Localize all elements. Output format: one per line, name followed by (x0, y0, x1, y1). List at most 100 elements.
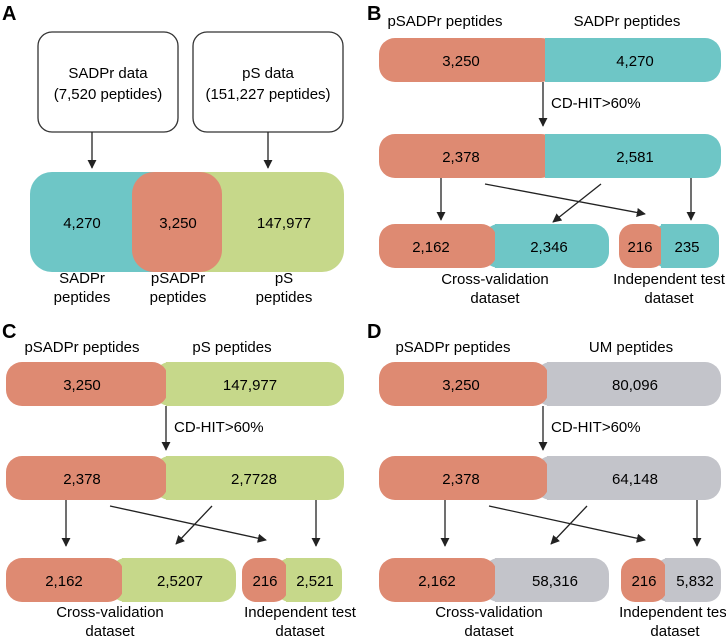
panel-c-test-right-count: 2,521 (296, 573, 334, 590)
panel-b-test-right-count: 235 (674, 239, 699, 256)
panel-c-top-right-count: 147,977 (223, 377, 277, 394)
ps-peptides-label-1: pS (275, 270, 293, 287)
panel-d-cv-right-count: 58,316 (532, 573, 578, 590)
panel-d-cv-label-1: Cross-validation (435, 604, 543, 621)
venn-sadpr-count: 4,270 (63, 215, 101, 232)
panel-c-top-right-bar (154, 362, 344, 406)
panel-b-arrow-right-to-cv (552, 183, 602, 223)
panel-b-mid-right-bar (545, 134, 721, 178)
panel-d-letter: D (367, 321, 381, 343)
panel-b-cv-label-2: dataset (470, 290, 520, 307)
panel-c-cv-left-count: 2,162 (45, 573, 83, 590)
panel-c-test-label-2: dataset (275, 623, 325, 639)
panel-c-mid-left-bar (6, 456, 168, 500)
panel-d-top-left-bar (379, 362, 549, 406)
panel-a: A SADPr data (7,520 peptides) pS data (1… (2, 3, 344, 306)
panel-b-cv-right-count: 2,346 (530, 239, 568, 256)
panel-c-mid-right-count: 2,7728 (231, 471, 277, 488)
panel-d-top-right-bar (535, 362, 721, 406)
panel-c-test-left-count: 216 (252, 573, 277, 590)
panel-b-mid-divider (545, 134, 585, 178)
panel-b-cv-divider (495, 224, 525, 268)
panel-b-mid-left-bar (379, 134, 557, 178)
panel-b-test-label-2: dataset (644, 290, 694, 307)
panel-b-filter-label: CD-HIT>60% (551, 95, 641, 112)
panel-d-right-header: UM peptides (589, 339, 673, 356)
sadpr-peptides-label-2: peptides (54, 289, 111, 306)
panel-b-cv-left-count: 2,162 (412, 239, 450, 256)
panel-c-cv-label-2: dataset (85, 623, 135, 639)
panel-b-top-right-bar (545, 38, 721, 82)
panel-d-test-label-1: Independent test (619, 604, 726, 621)
panel-a-letter: A (2, 3, 16, 25)
panel-b-mid-right-count: 2,581 (616, 149, 654, 166)
sadpr-data-title: SADPr data (68, 65, 148, 82)
panel-c-cv-right-count: 2,5207 (157, 573, 203, 590)
panel-d-arrow-left-to-test (488, 505, 646, 543)
panel-c-mid-divider (166, 456, 196, 500)
panel-c-top-divider (166, 362, 196, 406)
panel-d-cv-label-2: dataset (464, 623, 514, 639)
panel-c: C pSADPr peptides pS peptides 3,250 147,… (2, 321, 357, 639)
panel-d-mid-left-bar (379, 456, 549, 500)
psadpr-peptides-label-2: peptides (150, 289, 207, 306)
panel-b-test-divider (661, 224, 681, 268)
panel-d-top-divider (547, 362, 577, 406)
panel-d-mid-divider (547, 456, 577, 500)
venn-psadpr-overlap (132, 172, 222, 272)
ps-data-count: (151,227 peptides) (205, 86, 330, 103)
panel-c-mid-right-bar (154, 456, 344, 500)
panel-c-filter-label: CD-HIT>60% (174, 419, 264, 436)
panel-d-test-divider (665, 558, 681, 602)
panel-b-test-left-bar (619, 224, 665, 268)
panel-b-cv-left-bar (379, 224, 497, 268)
sadpr-peptides-label-1: SADPr (59, 270, 105, 287)
panel-d-cv-left-count: 2,162 (418, 573, 456, 590)
panel-c-cv-divider (122, 558, 148, 602)
panel-b-mid-left-count: 2,378 (442, 149, 480, 166)
panel-b-test-left-count: 216 (627, 239, 652, 256)
panel-b-test-label-1: Independent test (613, 271, 726, 288)
panel-b-letter: B (367, 3, 381, 25)
panel-b-left-header: pSADPr peptides (387, 13, 502, 30)
panel-d-arrow-right-to-cv (550, 505, 588, 545)
panel-d-filter-label: CD-HIT>60% (551, 419, 641, 436)
panel-c-right-header: pS peptides (192, 339, 271, 356)
panel-d-test-left-count: 216 (631, 573, 656, 590)
panel-d: D pSADPr peptides UM peptides 3,250 80,0… (367, 321, 726, 639)
sadpr-data-count: (7,520 peptides) (54, 86, 162, 103)
ps-data-title: pS data (242, 65, 294, 82)
panel-d-mid-right-count: 64,148 (612, 471, 658, 488)
panel-c-test-divider (286, 558, 302, 602)
psadpr-peptides-label-1: pSADPr (151, 270, 205, 287)
panel-d-mid-left-count: 2,378 (442, 471, 480, 488)
panel-b-top-divider (545, 38, 585, 82)
panel-d-top-left-count: 3,250 (442, 377, 480, 394)
venn-ps-count: 147,977 (257, 215, 311, 232)
panel-b-arrow-left-to-test (484, 183, 646, 217)
panel-b-cv-label-1: Cross-validation (441, 271, 549, 288)
panel-c-top-left-count: 3,250 (63, 377, 101, 394)
ps-data-box (192, 31, 344, 133)
panel-d-test-left-bar (621, 558, 667, 602)
panel-c-top-left-bar (6, 362, 168, 406)
panel-c-mid-left-count: 2,378 (63, 471, 101, 488)
panel-c-cv-left-bar (6, 558, 124, 602)
panel-d-cv-left-bar (379, 558, 497, 602)
sadpr-data-box (37, 31, 179, 133)
panel-b-top-left-bar (379, 38, 557, 82)
panel-d-left-header: pSADPr peptides (395, 339, 510, 356)
panel-c-arrow-right-to-cv (175, 505, 213, 545)
panel-d-top-right-count: 80,096 (612, 377, 658, 394)
panel-c-cv-label-1: Cross-validation (56, 604, 164, 621)
panel-b-top-left-count: 3,250 (442, 53, 480, 70)
panel-c-arrow-left-to-test (109, 505, 267, 543)
panel-c-letter: C (2, 321, 16, 343)
venn-psadpr-count: 3,250 (159, 215, 197, 232)
panel-c-left-header: pSADPr peptides (24, 339, 139, 356)
panel-d-cv-divider (495, 558, 521, 602)
panel-c-test-label-1: Independent test (244, 604, 357, 621)
panel-b-right-header: SADPr peptides (574, 13, 681, 30)
panel-d-test-label-2: dataset (650, 623, 700, 639)
